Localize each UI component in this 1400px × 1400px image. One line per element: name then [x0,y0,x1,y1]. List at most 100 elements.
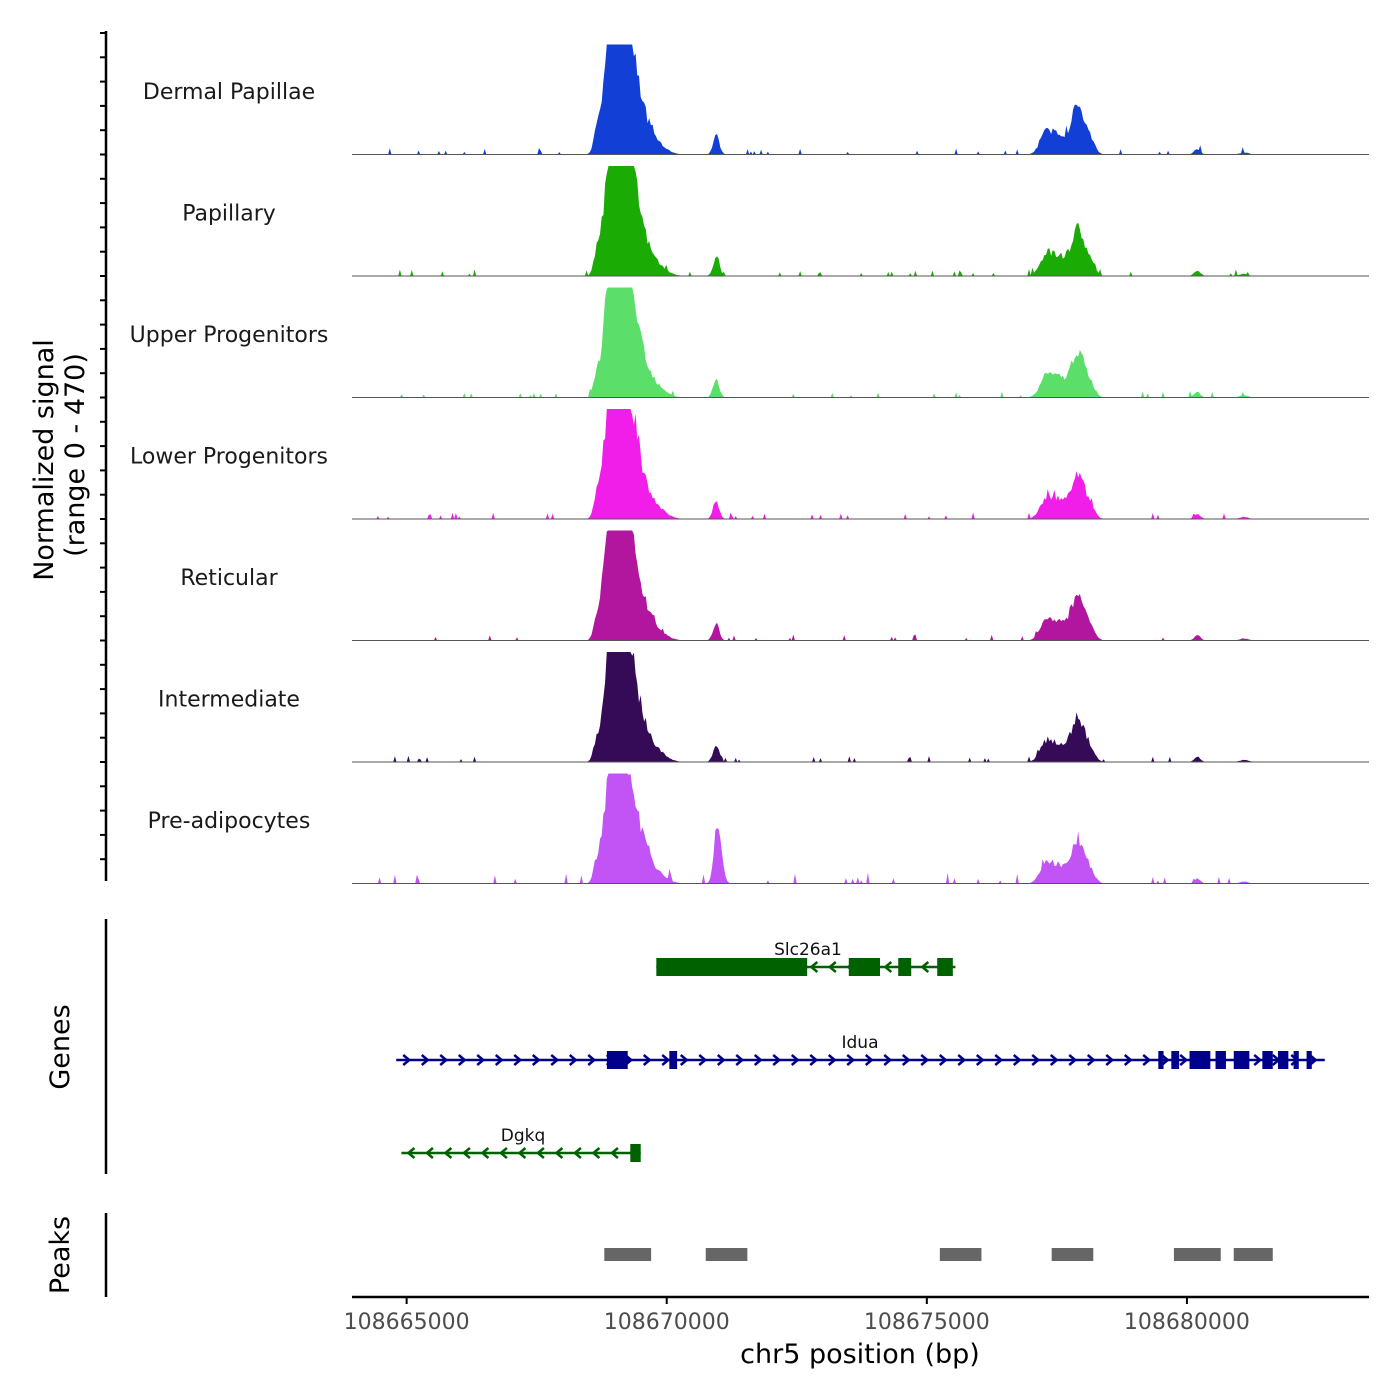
strand-chevron [846,1054,856,1066]
track-label: Dermal Papillae [143,80,315,105]
gene-exon [1262,1051,1273,1069]
coverage-area [352,773,1255,884]
coverage-track: Papillary [182,166,1369,277]
strand-chevron [735,1054,745,1066]
coverage-area [352,166,1255,276]
gene-exon [1306,1051,1312,1069]
peaks-axis-label: Peaks [45,1216,76,1294]
strand-chevron [679,1054,689,1066]
gene-exon [1215,1051,1226,1069]
gene-label: Dgkq [501,1126,546,1146]
strand-chevron [809,961,819,973]
strand-chevron [1068,1054,1078,1066]
strand-chevron [443,1147,453,1159]
gene-exon [937,958,953,976]
strand-chevron [883,1054,893,1066]
strand-chevron [550,1054,560,1066]
coverage-area [352,409,1255,519]
coverage-panel: Dermal Papillae Papillary Upper Progenitor… [100,31,1369,884]
strand-chevron [609,1147,619,1159]
coverage-area [352,287,1255,398]
strand-chevron [827,1054,837,1066]
strand-chevron [1253,1054,1263,1066]
coverage-track: Intermediate [158,652,1369,763]
gene-exon [1233,1051,1250,1069]
gene-exon [1189,1051,1211,1069]
strand-chevron [535,1147,545,1159]
gene-exon [1277,1051,1289,1069]
gene-label: Slc26a1 [774,940,842,960]
strand-chevron [883,961,893,973]
gene-exon [606,1051,628,1069]
track-label: Pre-adipocytes [148,809,311,834]
gene-exon [1293,1051,1299,1069]
strand-chevron [920,1054,930,1066]
strand-chevron [1160,1054,1170,1066]
strand-chevron [1012,1054,1022,1066]
strand-chevron [531,1054,541,1066]
strand-chevron [554,1147,564,1159]
peak-region [939,1248,982,1261]
strand-chevron [572,1147,582,1159]
track-label: Lower Progenitors [130,445,328,470]
y-axis-label-line1: Normalized signal [29,339,60,581]
coverage-track: Upper Progenitors [130,287,1369,398]
strand-chevron [476,1054,486,1066]
strand-chevron [1123,1054,1133,1066]
strand-chevron [513,1054,523,1066]
peak-region [1051,1248,1094,1261]
strand-chevron [864,1054,874,1066]
strand-chevron [420,1054,430,1066]
x-tick-label: 108665000 [344,1310,470,1335]
strand-chevron [1031,1054,1041,1066]
coverage-track: Lower Progenitors [130,409,1369,520]
strand-chevron [716,1054,726,1066]
strand-chevron [772,1054,782,1066]
track-label: Intermediate [158,688,300,713]
strand-chevron [1105,1054,1115,1066]
x-tick-label: 108675000 [864,1310,990,1335]
gene-exon [630,1144,641,1162]
track-label: Upper Progenitors [130,323,329,348]
x-tick-label: 108680000 [1124,1310,1250,1335]
gene-slc26a1: Slc26a1 [656,940,956,976]
strand-chevron [753,1054,763,1066]
gene-exon [1158,1051,1164,1069]
strand-chevron [480,1147,490,1159]
strand-chevron [517,1147,527,1159]
strand-chevron [1086,1054,1096,1066]
strand-chevron [424,1147,434,1159]
coverage-area [352,44,1255,155]
coverage-area [352,530,1255,641]
strand-chevron [994,1054,1004,1066]
x-axis-label: chr5 position (bp) [740,1339,980,1370]
coverage-track: Pre-adipocytes [148,773,1369,884]
strand-chevron [498,1147,508,1159]
strand-chevron [661,1054,671,1066]
strand-chevron [439,1054,449,1066]
strand-chevron [587,1054,597,1066]
strand-chevron [402,1054,412,1066]
gene-idua: Idua [396,1033,1325,1069]
strand-chevron [901,1054,911,1066]
strand-chevron [809,1054,819,1066]
strand-chevron [591,1147,601,1159]
strand-chevron [457,1054,467,1066]
peak-region [604,1248,652,1261]
track-label: Papillary [182,202,276,227]
strand-chevron [1142,1054,1152,1066]
y-axis-label-line2: (range 0 - 470) [60,353,91,557]
coverage-track: Reticular [180,530,1369,641]
strand-chevron [790,1054,800,1066]
strand-chevron [406,1147,416,1159]
genes-panel: Slc26a1 Idua Dgkq [104,919,1325,1174]
strand-chevron [1179,1054,1189,1066]
peak-region [705,1248,748,1261]
track-label: Reticular [180,566,278,591]
strand-chevron [1049,1054,1059,1066]
gene-exon [656,958,808,976]
x-axis: 108665000 108670000 108675000 108680000 [344,1295,1369,1335]
gene-exon [848,958,881,976]
gene-exon [669,1051,678,1069]
